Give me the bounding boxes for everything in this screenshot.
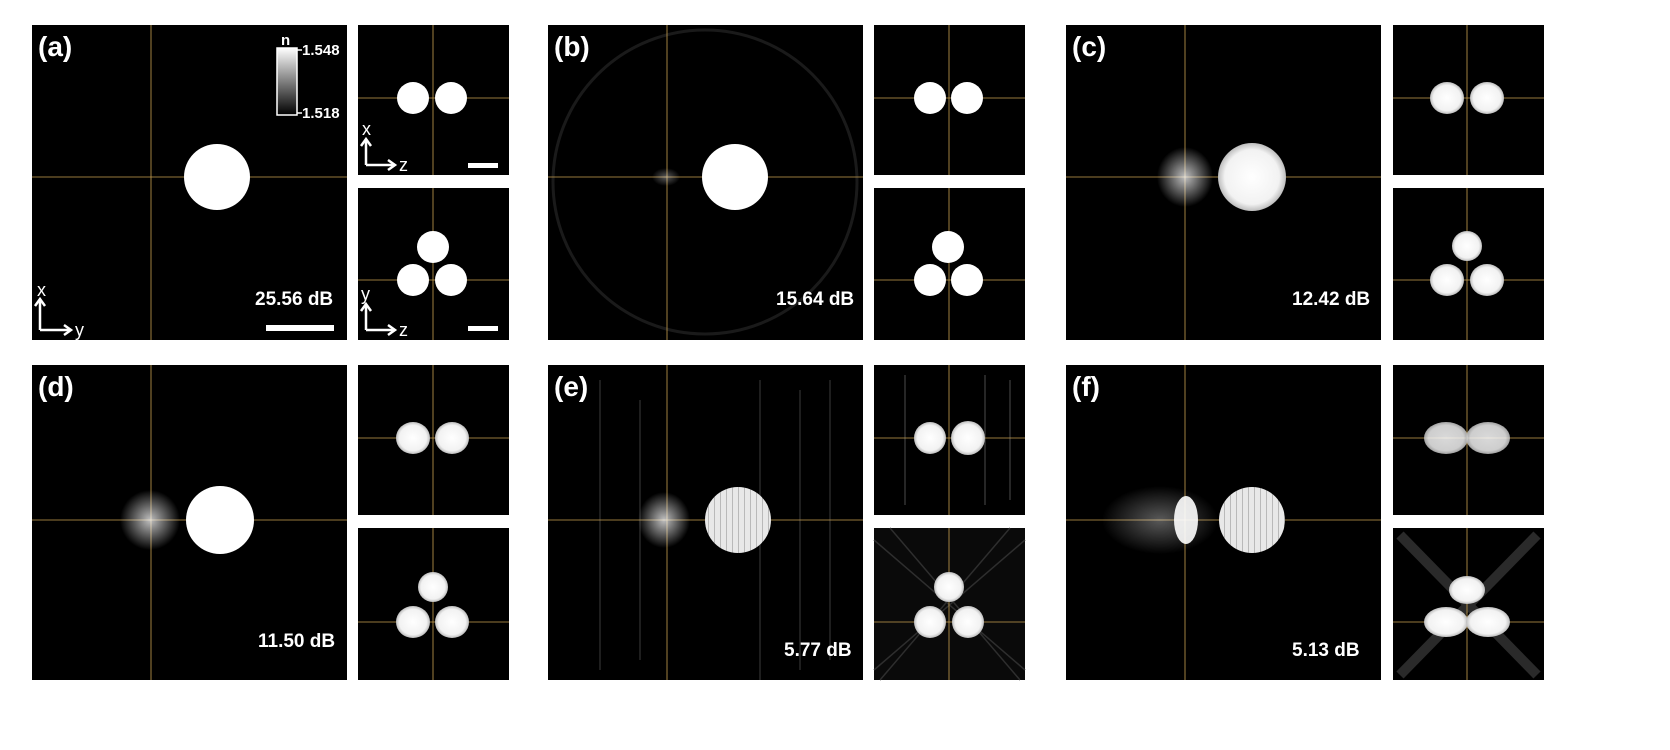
colorbar-min: 1.518 — [302, 105, 340, 122]
axes-xz-icon — [359, 136, 398, 172]
x-shaped-artifact — [1396, 531, 1541, 679]
panel-e-yz-view — [874, 528, 1025, 680]
sphere — [951, 421, 985, 455]
sphere — [1219, 487, 1285, 553]
ghost-artifact — [1102, 486, 1218, 554]
sphere — [702, 144, 768, 210]
sphere — [934, 572, 964, 602]
psnr-label: 5.77 dB — [784, 640, 852, 661]
panel-e: (e) 5.77 dB — [548, 365, 1026, 681]
sphere — [1424, 607, 1468, 637]
axis-y-label: y — [75, 320, 84, 340]
sphere — [1218, 143, 1286, 211]
ghost-artifact — [652, 168, 680, 186]
sphere — [418, 572, 448, 602]
sphere — [914, 422, 946, 454]
panel-label: (f) — [1072, 371, 1100, 402]
ghost-core — [1174, 496, 1198, 544]
sphere — [932, 231, 964, 263]
refractive-index-colorbar: n 1.548 1.518 — [276, 32, 340, 122]
axis-y-label: y — [361, 284, 370, 304]
sphere — [1466, 607, 1510, 637]
panel-a: (a) 25.56 dB x y n 1.548 1.518 — [32, 25, 509, 340]
sphere — [1452, 231, 1482, 261]
panel-c: (c) 12.42 dB — [1066, 25, 1544, 340]
psnr-label: 12.42 dB — [1292, 289, 1370, 310]
sphere — [435, 422, 469, 454]
psnr-label: 25.56 dB — [255, 289, 333, 310]
sphere — [1424, 422, 1468, 454]
panel-label: (e) — [554, 371, 588, 402]
sphere — [1430, 82, 1464, 114]
psnr-label: 5.13 dB — [1292, 640, 1360, 661]
sphere — [184, 144, 250, 210]
colorbar-title: n — [281, 32, 290, 49]
psnr-label: 11.50 dB — [258, 631, 335, 652]
panel-label: (b) — [554, 31, 590, 62]
ghost-artifact — [1157, 147, 1213, 207]
panel-b-xz-view — [874, 25, 1025, 175]
ghost-artifact — [638, 492, 690, 548]
axes-yz-icon — [359, 301, 398, 337]
sphere — [186, 486, 254, 554]
sphere — [435, 82, 467, 114]
axes-xy-icon — [33, 296, 74, 337]
scale-bar — [266, 325, 334, 331]
psnr-label: 15.64 dB — [776, 289, 854, 310]
sphere — [1466, 422, 1510, 454]
panel-f: (f) 5.13 dB — [1066, 365, 1544, 680]
axis-z-label: z — [399, 320, 408, 340]
colorbar-max: 1.548 — [302, 42, 340, 59]
axis-z-label: z — [399, 155, 408, 175]
sphere — [914, 606, 946, 638]
panel-label: (c) — [1072, 31, 1106, 62]
scale-bar — [468, 326, 498, 331]
sphere — [396, 606, 430, 638]
sphere — [951, 82, 983, 114]
sphere — [1470, 264, 1504, 296]
sphere — [435, 606, 469, 638]
panel-b-yz-view — [874, 188, 1025, 340]
panel-d: (d) 11.50 dB — [32, 365, 509, 680]
panel-label: (d) — [38, 371, 74, 402]
sphere — [914, 82, 946, 114]
panel-c-xz-view — [1393, 25, 1544, 175]
axis-x-label: x — [362, 119, 371, 139]
panel-c-yz-view — [1393, 188, 1544, 340]
ghost-artifact — [120, 490, 180, 550]
sphere — [1430, 264, 1464, 296]
sphere — [951, 264, 983, 296]
scale-bar — [468, 163, 498, 168]
sphere — [1449, 576, 1485, 604]
sphere — [417, 231, 449, 263]
panel-d-yz-view — [358, 528, 509, 680]
axis-x-label: x — [37, 280, 46, 300]
sphere — [397, 264, 429, 296]
sphere — [435, 264, 467, 296]
sphere — [396, 422, 430, 454]
panel-a-xz-view — [358, 25, 509, 175]
noise-artifacts — [873, 527, 1026, 681]
sphere — [397, 82, 429, 114]
sphere — [952, 606, 984, 638]
sphere — [1470, 82, 1504, 114]
sphere — [705, 487, 771, 553]
panel-d-xz-view — [358, 365, 509, 515]
panel-a-yz-view — [358, 188, 509, 340]
sphere — [914, 264, 946, 296]
panel-b: (b) 15.64 dB — [548, 25, 1025, 340]
panel-label: (a) — [38, 31, 72, 62]
panel-e-xz-view — [874, 365, 1025, 515]
